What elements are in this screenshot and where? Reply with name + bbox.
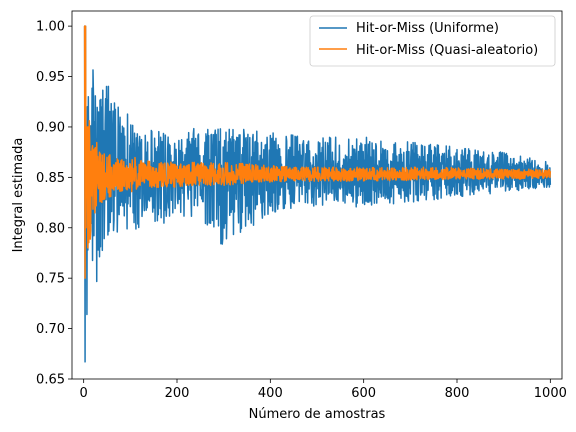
y-tick-label: 0.70	[36, 322, 65, 337]
legend-label-uniforme: Hit-or-Miss (Uniforme)	[356, 21, 499, 36]
y-tick-label: 0.95	[36, 70, 65, 85]
x-axis-ticks: 0 200 400 600 800 1000	[80, 379, 567, 401]
y-tick-label: 0.65	[36, 373, 65, 388]
y-axis-label: Integral estimada	[11, 138, 26, 253]
series-layer	[83, 25, 552, 363]
y-tick-label: 0.80	[36, 221, 65, 236]
legend: Hit-or-Miss (Uniforme) Hit-or-Miss (Quas…	[309, 15, 556, 67]
legend-box	[309, 15, 556, 67]
y-tick-label: 0.85	[36, 171, 65, 186]
x-tick-label: 800	[445, 386, 470, 401]
y-tick-label: 1.00	[36, 20, 65, 35]
legend-label-quasi: Hit-or-Miss (Quasi-aleatorio)	[356, 43, 538, 58]
x-axis-label: Número de amostras	[249, 407, 386, 422]
x-tick-label: 1000	[534, 386, 567, 401]
y-axis-ticks: 0.65 0.70 0.75 0.80 0.85 0.90 0.95 1.00	[36, 20, 72, 388]
x-tick-label: 600	[351, 386, 376, 401]
plot-frame	[71, 10, 563, 380]
x-tick-label: 0	[80, 386, 88, 401]
y-tick-label: 0.75	[36, 272, 65, 287]
y-tick-label: 0.90	[36, 120, 65, 135]
x-tick-label: 200	[165, 386, 190, 401]
series-quasi-line	[83, 25, 552, 279]
x-tick-label: 400	[258, 386, 283, 401]
